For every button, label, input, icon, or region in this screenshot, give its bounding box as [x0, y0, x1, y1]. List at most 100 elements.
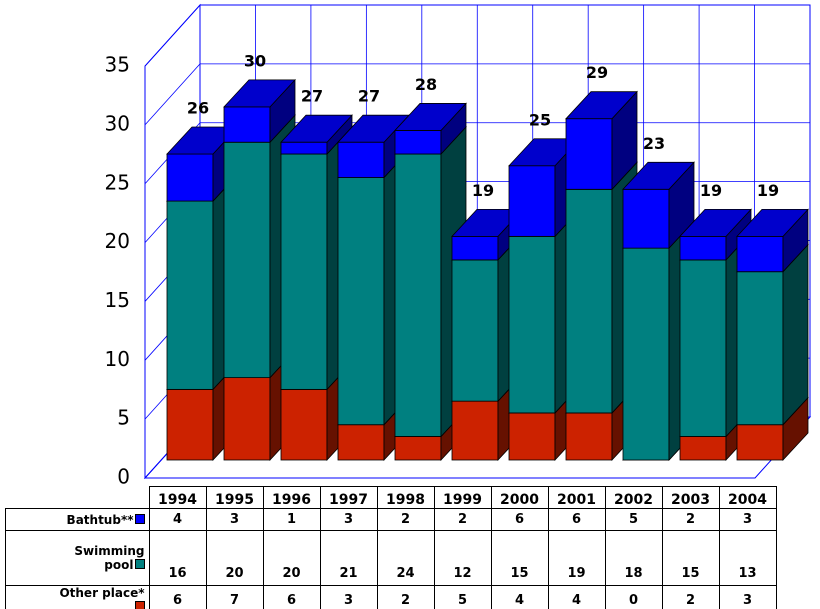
- value-cell: 21: [319, 530, 378, 586]
- legend-swatch: [134, 513, 145, 524]
- bar-segment: [337, 177, 385, 426]
- total-label: 29: [586, 63, 608, 82]
- y-tick-label: 10: [105, 347, 130, 371]
- value-cell: 2: [433, 508, 492, 531]
- value-cell: 6: [547, 508, 606, 531]
- value-cell: 0: [604, 585, 663, 609]
- year-cell: 1995: [205, 486, 264, 509]
- value-cell: 19: [547, 530, 606, 586]
- value-cell: 2: [661, 508, 720, 531]
- bar-segment: [451, 235, 499, 261]
- value-cell: 7: [205, 585, 264, 609]
- bar-segment: [166, 388, 214, 461]
- bar-segment: [166, 153, 214, 202]
- value-cell: 5: [433, 585, 492, 609]
- legend-entry: Other place*: [50, 586, 145, 609]
- bar-segment: [280, 153, 328, 390]
- bar-top: [679, 208, 752, 237]
- bar-segment: [223, 141, 271, 379]
- total-label: 25: [529, 110, 551, 129]
- bar-segment: [565, 118, 613, 190]
- value-cell: 5: [604, 508, 663, 531]
- bar-segment: [508, 165, 556, 237]
- grid-line: [144, 63, 201, 126]
- total-label: 19: [700, 181, 722, 200]
- value-cell: 18: [604, 530, 663, 586]
- year-cell: 2001: [547, 486, 606, 509]
- bar-segment: [736, 424, 784, 461]
- value-cell: 2: [376, 508, 435, 531]
- bar-segment: [736, 271, 784, 426]
- bar-segment: [166, 200, 214, 390]
- value-cell: 3: [319, 585, 378, 609]
- total-label: 26: [187, 98, 209, 117]
- legend-text: Bathtub**: [66, 512, 134, 527]
- bar-segment: [223, 377, 271, 461]
- bar-side: [782, 243, 809, 426]
- bar-segment: [451, 259, 499, 402]
- bar-segment: [622, 188, 670, 249]
- value-cell: 20: [262, 530, 321, 586]
- row-label: Other place*: [5, 585, 150, 609]
- y-tick-label: 15: [105, 288, 130, 312]
- total-label: 19: [757, 181, 779, 200]
- value-cell: 4: [547, 585, 606, 609]
- y-tick-label: 30: [105, 111, 130, 135]
- row-label: Bathtub**: [5, 508, 150, 531]
- legend-swatch: [134, 559, 145, 569]
- year-cell: 1999: [433, 486, 492, 509]
- bar-segment: [736, 235, 784, 273]
- value-cell: 1: [262, 508, 321, 531]
- value-cell: 12: [433, 530, 492, 586]
- bar-segment: [508, 412, 556, 461]
- bar-segment: [280, 141, 328, 155]
- value-cell: 20: [205, 530, 264, 586]
- year-cell: 1998: [376, 486, 435, 509]
- value-cell: 6: [490, 508, 549, 531]
- corner-cell: [6, 487, 150, 509]
- bar-segment: [280, 388, 328, 461]
- data-table: 1994 1995 1996 1997 1998 1999 2000 2001 2002 2003…: [5, 486, 777, 609]
- bar-segment: [565, 188, 613, 414]
- value-cell: 4: [148, 508, 207, 531]
- bar-segment: [508, 235, 556, 414]
- bar-top: [622, 161, 695, 190]
- y-tick-label: 5: [117, 406, 130, 430]
- total-label: 27: [301, 87, 323, 106]
- bar-segment: [679, 436, 727, 461]
- legend-entry: Bathtub**: [67, 513, 145, 527]
- y-tick-label: 35: [105, 53, 130, 77]
- data-row: Other place* 6 7 6 3 2 5 4 4 0 2 3: [5, 585, 777, 609]
- bar-segment: [679, 235, 727, 261]
- value-cell: 6: [262, 585, 321, 609]
- value-cell: 3: [205, 508, 264, 531]
- total-label: 28: [415, 75, 437, 94]
- legend-entry: Swimming pool: [50, 544, 145, 572]
- value-cell: 24: [376, 530, 435, 586]
- year-cell: 2000: [490, 486, 549, 509]
- value-cell: 3: [718, 508, 777, 531]
- value-cell: 6: [148, 585, 207, 609]
- bar-segment: [394, 153, 442, 437]
- value-cell: 15: [661, 530, 720, 586]
- year-cell: 2002: [604, 486, 663, 509]
- data-row: Bathtub** 4 3 1 3 2 2 6 6 5 2 3: [5, 508, 777, 531]
- bar-segment: [622, 247, 670, 461]
- bar-segment: [337, 141, 385, 178]
- legend-text: Swimming pool: [74, 544, 145, 572]
- year-cell: 2003: [661, 486, 720, 509]
- row-label: Swimming pool: [5, 530, 150, 586]
- year-cell: 2004: [718, 486, 777, 509]
- bar-top: [280, 114, 353, 143]
- bar-top: [565, 91, 638, 120]
- data-row: Swimming pool 16 20 20 21 24 12 15 19 18 15 13: [5, 530, 777, 586]
- y-tick-label: 20: [105, 229, 130, 253]
- value-cell: 3: [319, 508, 378, 531]
- year-cell: 1994: [148, 486, 207, 509]
- bar-segment: [223, 106, 271, 143]
- bar-segment: [394, 436, 442, 461]
- total-label: 30: [244, 51, 266, 70]
- grid-line: [144, 4, 201, 67]
- total-label: 27: [358, 87, 380, 106]
